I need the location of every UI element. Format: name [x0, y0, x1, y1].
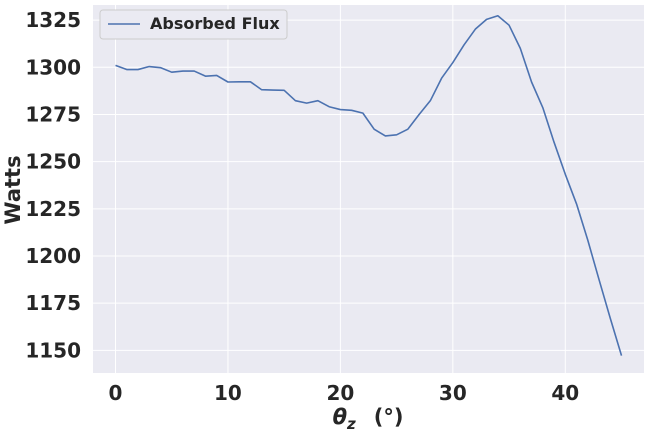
y-tick-label: 1200 [25, 244, 81, 268]
x-tick-label: 10 [214, 381, 242, 405]
grid-lines [93, 5, 644, 373]
y-tick-label: 1225 [25, 197, 81, 221]
y-tick-label: 1325 [25, 8, 81, 32]
x-tick-label: 0 [109, 381, 123, 405]
x-axis-label: θz (°) [333, 405, 404, 432]
y-tick-label: 1275 [25, 102, 81, 126]
x-axis-unit: (°) [374, 405, 404, 429]
x-tick-label: 30 [439, 381, 467, 405]
y-tick-labels: 1150 1175 1200 1225 1250 1275 1300 1325 [25, 8, 81, 362]
y-axis-label: Watts [1, 155, 25, 224]
y-tick-label: 1175 [25, 291, 81, 315]
y-tick-label: 1150 [25, 338, 81, 362]
x-tick-label: 40 [551, 381, 579, 405]
y-tick-label: 1300 [25, 55, 81, 79]
series-layer [115, 14, 623, 356]
x-axis-subscript: z [346, 415, 356, 432]
legend-entry: Absorbed Flux [150, 14, 280, 33]
x-axis-symbol: θ [333, 405, 347, 429]
x-tick-label: 20 [326, 381, 354, 405]
legend-box [99, 9, 288, 40]
y-tick-label: 1250 [25, 150, 81, 174]
plot-area [93, 5, 644, 373]
legend: Absorbed Flux [99, 9, 288, 40]
series-line-absorbed-flux [115, 14, 623, 356]
x-tick-labels: 0 10 20 30 40 [109, 381, 580, 405]
